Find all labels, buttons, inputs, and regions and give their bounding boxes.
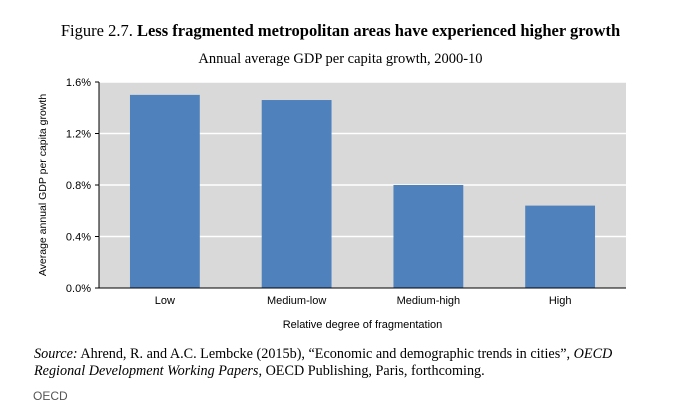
source-label: Source:	[34, 346, 78, 362]
bar	[393, 185, 464, 288]
bar	[129, 94, 200, 288]
credit-text: OECD	[33, 389, 68, 403]
x-tick-label: High	[549, 295, 572, 307]
y-tick-label: 1.6%	[66, 77, 91, 89]
y-tick-label: 0.4%	[66, 232, 91, 244]
y-tick-label: 0.8%	[66, 180, 91, 192]
source-series: OECD Regional Development Working Papers	[34, 346, 613, 379]
bar	[261, 100, 332, 289]
figure-title: Figure 2.7. Less fragmented metropolitan…	[0, 21, 681, 41]
figure-title-text: Less fragmented metropolitan areas have …	[136, 21, 621, 40]
bar-chart: 0.0% 0.4% 0.8% 1.2% 1.6% Low Medium-low Medium-…	[37, 77, 626, 331]
x-tick-label: Medium-high	[397, 295, 461, 307]
source-publisher: , OECD Publishing, Paris, forthcoming.	[258, 363, 485, 379]
y-tick-label: 0.0%	[66, 283, 91, 295]
figure-label: Figure 2.7.	[60, 21, 133, 40]
x-tick-label: Low	[155, 295, 175, 307]
y-axis-label: Average annual GDP per capita growth	[37, 94, 49, 276]
source-authors: Ahrend, R. and A.C. Lembcke (2015b), “Ec…	[80, 346, 571, 362]
x-axis-label: Relative degree of fragmentation	[283, 319, 443, 331]
source-note: Source: Ahrend, R. and A.C. Lembcke (201…	[34, 346, 654, 380]
x-tick-label: Medium-low	[267, 295, 326, 307]
y-tick-label: 1.2%	[66, 129, 91, 141]
bar	[525, 205, 596, 288]
chart-subtitle: Annual average GDP per capita growth, 20…	[198, 51, 483, 67]
